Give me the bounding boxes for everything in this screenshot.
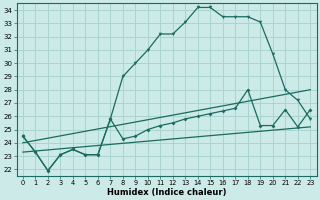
X-axis label: Humidex (Indice chaleur): Humidex (Indice chaleur) bbox=[107, 188, 226, 197]
